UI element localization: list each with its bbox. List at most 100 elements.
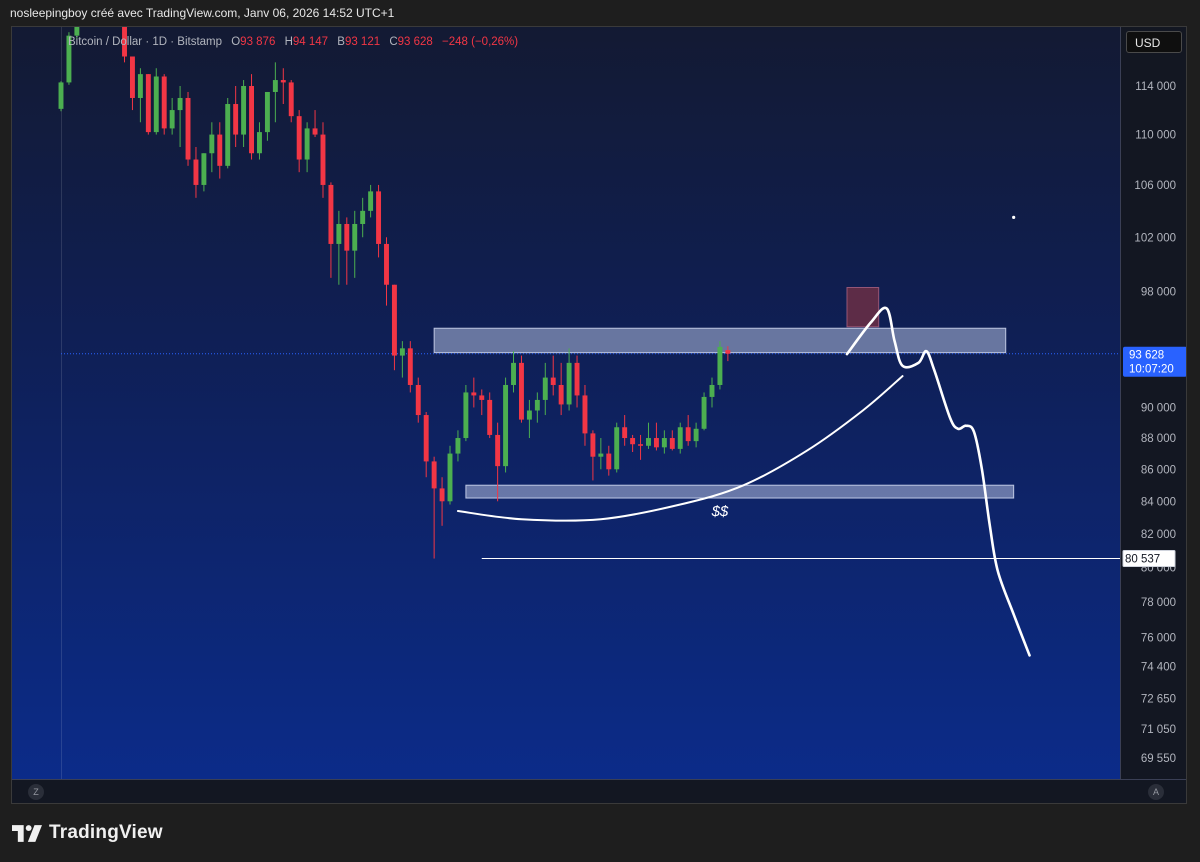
candle-body [209,134,215,154]
candle-body [122,27,127,57]
candle-body [177,97,183,111]
candle-body [653,438,659,448]
candle-body [606,453,612,470]
candle-body [526,410,532,420]
candle-body [503,384,509,467]
dollar-annotation: $$ [711,503,729,520]
candle-body [431,461,437,489]
price-tick-label: 82 000 [1141,529,1176,541]
candle-body [66,35,72,83]
candle-body [288,82,294,117]
price-tick-label: 84 000 [1141,496,1176,508]
projection-drawing [845,306,1031,657]
candle-body [249,86,254,154]
candle-body [58,82,64,109]
candle-body [352,223,358,251]
currency-button[interactable]: USD [1126,31,1182,53]
chart-caption-bar: nosleepingboy créé avec TradingView.com,… [0,0,1200,26]
price-axis-border [1120,27,1121,779]
footer: TradingView [0,804,1200,862]
candle-body [304,128,310,160]
candle-body [709,384,715,397]
candle-body [137,74,143,98]
candle-body [518,362,524,420]
candle-body [368,191,374,211]
candle-body [542,377,548,400]
candle-body [550,377,556,385]
last-price-tag [1123,346,1186,377]
price-tick-label: 98 000 [1141,287,1176,299]
tradingview-logo-icon [12,824,42,842]
candle-body [257,132,262,154]
candle-body [280,80,286,83]
price-axis-background [1121,27,1186,779]
candle-body [296,116,302,160]
candle-body [145,74,151,133]
candle-body [511,362,516,385]
price-chart[interactable]: $$ 114 000 110 000 106 000 102 000 98 000 90 0… [12,27,1186,803]
candle-body [638,444,644,446]
candle-body [201,153,207,185]
candle-body [423,415,429,462]
candle-body [479,395,485,400]
candle-body [455,438,461,454]
open-label: O [231,36,241,48]
candle-body [582,395,588,434]
candle-body [622,427,628,439]
candle-body [495,434,501,467]
candle-body [661,438,667,448]
countdown-label: 10:07:20 [1129,364,1174,376]
cup-arc-drawing [456,375,904,522]
candle-body [574,362,580,396]
close-value: 93 628 [397,36,433,48]
high-label: H [284,36,293,48]
candle-body [447,453,453,502]
candle-body [685,427,691,442]
high-value: 94 147 [292,36,329,48]
candle-body [669,438,675,449]
low-price-tag [1122,550,1176,568]
candle-body [677,427,683,449]
candle-body [590,433,596,457]
symbol-name: Bitcoin / Dollar · 1D · Bitstamp [68,36,223,48]
candle-body [487,399,493,435]
price-tick-label: 76 000 [1141,632,1176,644]
price-tick-label: 106 000 [1134,180,1176,192]
chart-frame[interactable]: $$ 114 000 110 000 106 000 102 000 98 000 90 0… [11,26,1187,804]
low-value: 93 121 [344,36,381,48]
candle-body [471,392,477,396]
price-tick-label: 71 050 [1141,724,1176,736]
candle-body [534,399,540,411]
auto-scale-button[interactable]: A [1148,784,1164,800]
candle-body [264,91,270,133]
open-value: 93 876 [240,36,276,48]
candle-body [376,191,382,244]
candle-body [74,27,80,36]
low-label: B [337,36,345,48]
candle-body [725,350,731,354]
candle-body [225,104,231,166]
candle-body [415,384,421,416]
candle-body [646,438,651,446]
zoom-reset-button[interactable]: Z [28,784,44,800]
sell-box [846,287,880,328]
candle-body [558,384,564,405]
candle-body [328,184,334,244]
close-label: C [389,36,398,48]
candle-body [407,348,413,385]
tradingview-logo[interactable]: TradingView [12,821,163,845]
price-tick-label: 86 000 [1141,464,1176,476]
low-price-label: 80 537 [1125,554,1160,566]
candle-body [241,86,247,135]
candle-body [384,243,389,285]
chart-caption: nosleepingboy créé avec TradingView.com,… [10,6,395,20]
zone-1 [465,484,1015,499]
candle-body [312,128,318,135]
price-tick-label: 88 000 [1141,433,1176,445]
time-axis[interactable]: Z A [12,779,1186,803]
candle-body [566,362,572,405]
change-value: −248 (−0,26%) [442,36,519,48]
candle-body [399,348,405,356]
candle-body [614,427,620,470]
candle-body [336,223,342,244]
